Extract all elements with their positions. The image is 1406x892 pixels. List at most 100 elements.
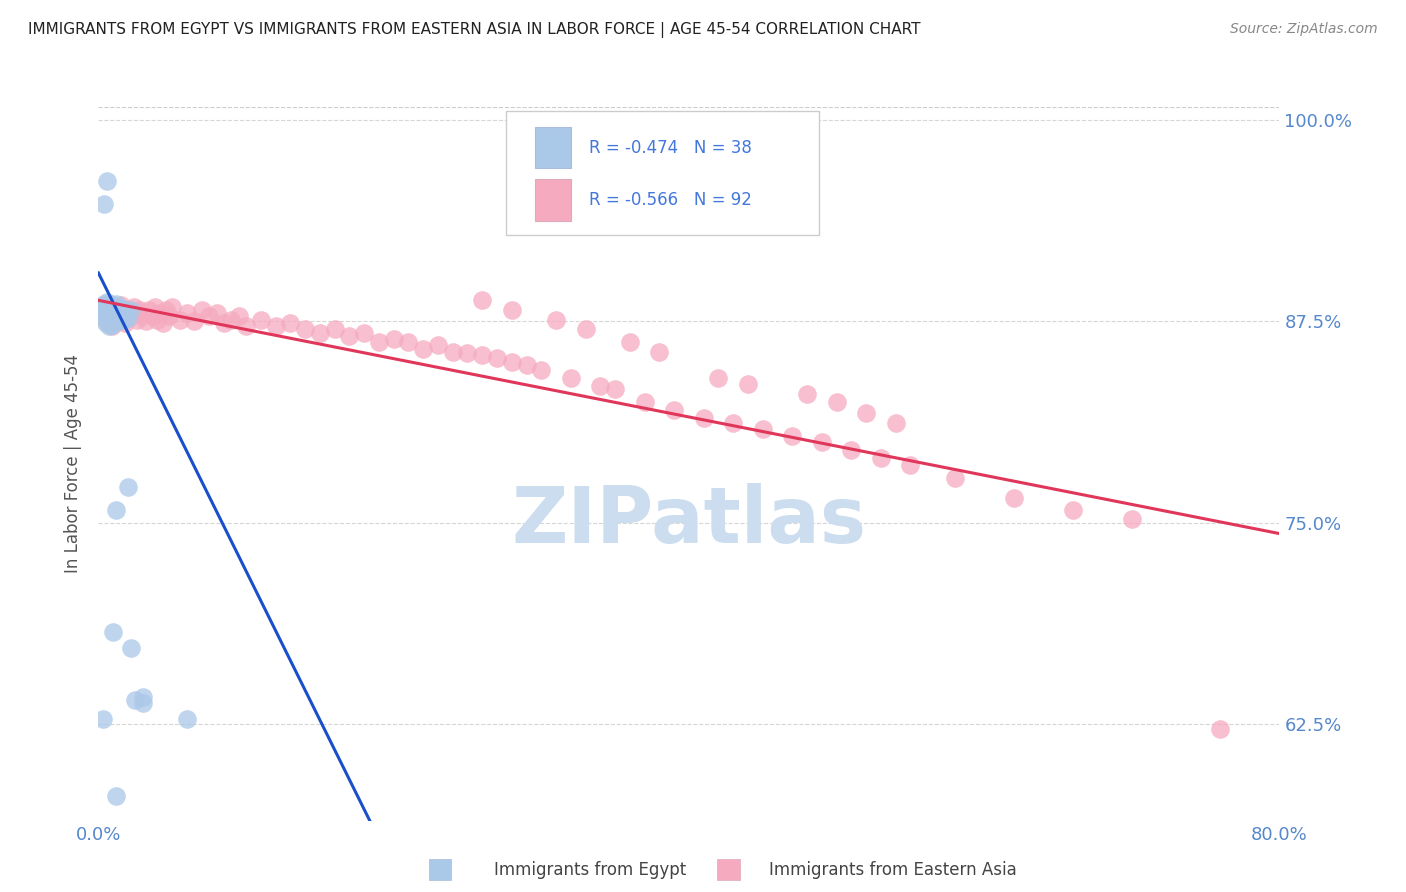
Point — [900, 458, 922, 472]
Point — [648, 344, 671, 359]
Point — [212, 316, 235, 330]
Y-axis label: In Labor Force | Age 45-54: In Labor Force | Age 45-54 — [65, 354, 83, 574]
Point — [125, 312, 148, 326]
Point — [162, 300, 183, 314]
Point — [96, 174, 118, 188]
Point — [100, 319, 122, 334]
Point — [107, 306, 129, 320]
Point — [633, 394, 655, 409]
Point — [264, 319, 287, 334]
Point — [810, 435, 832, 450]
Point — [98, 300, 121, 314]
Point — [323, 322, 346, 336]
Point — [515, 358, 537, 372]
Point — [122, 300, 145, 314]
Point — [412, 342, 434, 356]
Point — [574, 322, 596, 336]
Point — [471, 293, 494, 308]
Point — [841, 443, 863, 458]
Point — [1062, 502, 1084, 516]
Bar — [536, 179, 571, 220]
Point — [112, 312, 135, 326]
Point — [100, 318, 122, 332]
Point — [96, 308, 118, 322]
Point — [103, 311, 125, 326]
Point — [294, 322, 316, 336]
Point — [97, 319, 120, 334]
Point — [427, 338, 450, 352]
Point — [146, 312, 169, 326]
Point — [441, 344, 464, 359]
Point — [664, 403, 686, 417]
Point — [143, 300, 166, 314]
Point — [782, 428, 804, 442]
Point — [108, 314, 131, 328]
Point — [339, 328, 360, 343]
Point — [501, 303, 523, 318]
Text: ZIPatlas: ZIPatlas — [512, 483, 866, 559]
Point — [98, 296, 121, 310]
Point — [855, 406, 877, 420]
Point — [117, 480, 139, 494]
Point — [97, 303, 120, 318]
Point — [91, 306, 114, 320]
Point — [605, 382, 627, 396]
Text: IMMIGRANTS FROM EGYPT VS IMMIGRANTS FROM EASTERN ASIA IN LABOR FORCE | AGE 45-54: IMMIGRANTS FROM EGYPT VS IMMIGRANTS FROM… — [28, 22, 921, 38]
Point — [943, 470, 966, 484]
Point — [884, 416, 907, 430]
Point — [368, 335, 391, 350]
Point — [309, 326, 332, 340]
Point — [707, 370, 730, 384]
Point — [94, 301, 117, 316]
Point — [120, 641, 142, 656]
Point — [869, 451, 891, 466]
Point — [191, 303, 214, 318]
Point — [117, 311, 139, 326]
Point — [91, 310, 114, 324]
Point — [124, 693, 146, 707]
Point — [120, 303, 142, 318]
Point — [93, 298, 115, 312]
Point — [128, 303, 150, 318]
Point — [157, 310, 180, 324]
Point — [1121, 512, 1143, 526]
Point — [155, 303, 177, 318]
Point — [176, 306, 198, 320]
Point — [93, 296, 115, 310]
Point — [198, 310, 221, 324]
Point — [120, 310, 142, 324]
Point — [96, 295, 118, 310]
Point — [796, 386, 818, 401]
Point — [105, 310, 128, 324]
Point — [176, 712, 198, 726]
FancyBboxPatch shape — [506, 111, 818, 235]
Point — [278, 316, 302, 330]
Point — [110, 298, 132, 312]
Point — [105, 296, 128, 310]
Point — [132, 690, 155, 704]
Point — [98, 312, 121, 326]
Point — [103, 625, 125, 640]
Point — [104, 303, 127, 318]
Point — [152, 316, 174, 330]
Point — [737, 377, 759, 392]
Point — [183, 314, 205, 328]
Point — [111, 308, 134, 322]
Text: Immigrants from Egypt: Immigrants from Egypt — [495, 861, 686, 879]
Point — [103, 298, 125, 312]
Point — [353, 326, 375, 340]
Point — [546, 312, 568, 326]
Point — [108, 308, 131, 322]
Point — [132, 308, 155, 322]
Point — [90, 303, 112, 318]
Point — [825, 394, 848, 409]
Point — [93, 196, 115, 211]
Text: Immigrants from Eastern Asia: Immigrants from Eastern Asia — [769, 861, 1017, 879]
Point — [117, 303, 139, 318]
Bar — [536, 127, 571, 169]
Point — [132, 696, 155, 710]
Point — [104, 300, 127, 314]
Point — [141, 310, 163, 324]
Point — [219, 312, 242, 326]
Point — [149, 306, 172, 320]
